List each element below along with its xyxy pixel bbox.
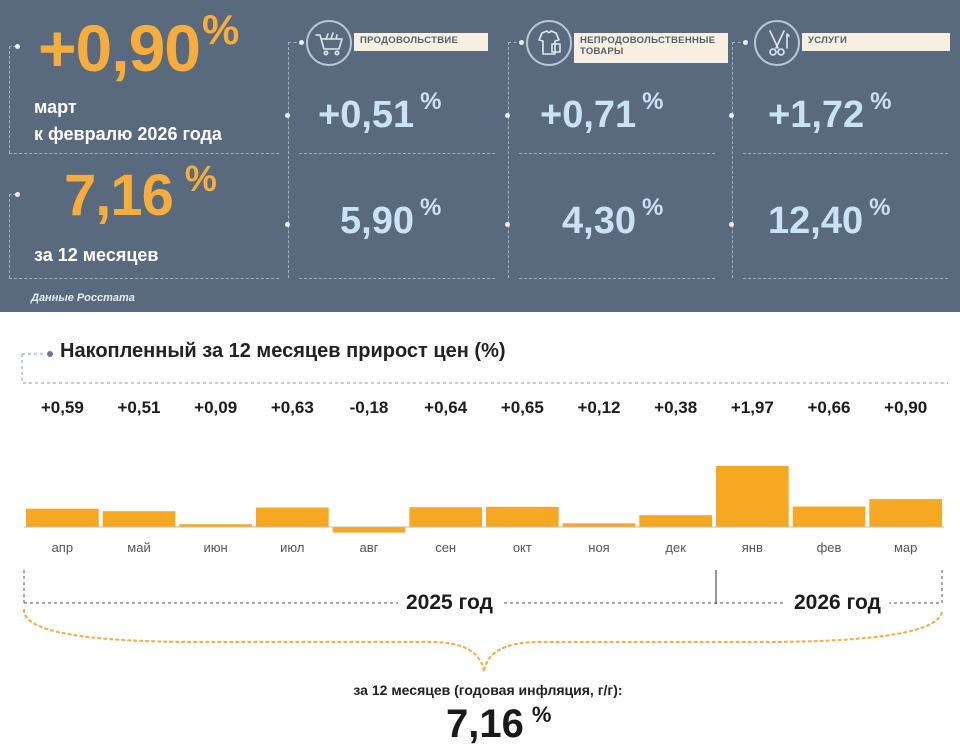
value-label-май: +0,51: [117, 398, 161, 417]
bullet-dot: [505, 222, 510, 227]
divider: [299, 153, 495, 154]
bracket-line: [9, 46, 16, 47]
value-label-июн: +0,09: [194, 398, 238, 417]
value-label-ноя: +0,12: [577, 398, 621, 417]
bar-ноя: [562, 523, 636, 527]
tick-label-ноя: ноя: [588, 540, 610, 555]
tick-label-мар: мар: [893, 540, 918, 555]
bullet-dot: [519, 40, 524, 45]
tick-label-авг: авг: [359, 540, 379, 555]
tick-label-июн: июн: [203, 540, 228, 555]
bullet-dot: [285, 222, 290, 227]
tick-label-фев: фев: [816, 540, 842, 555]
bar-chart: [24, 465, 944, 533]
bar-фев: [792, 506, 866, 527]
nonfood-monthly-value: +0,71%: [540, 88, 664, 136]
bracket-line: [508, 42, 522, 43]
category-label-food: ПРОДОВОЛЬСТВИЕ: [354, 33, 488, 51]
year-label-2026: 2026 год: [786, 591, 889, 615]
divider: [519, 153, 715, 154]
tick-label-янв: янв: [741, 540, 763, 555]
value-label-мар: +0,90: [884, 398, 928, 417]
tick-label-сен: сен: [435, 540, 457, 555]
bar-сен: [409, 507, 482, 527]
column-divider: [288, 42, 289, 278]
value-label-апр: +0,59: [40, 398, 84, 417]
annual-inflation-value: 7,16%: [446, 702, 552, 746]
bullet-dot: [15, 192, 20, 197]
tick-label-дек: дек: [665, 540, 686, 555]
bracket-line: [9, 194, 16, 195]
bar-июн: [179, 524, 252, 527]
scissors-icon: [754, 20, 800, 66]
yearly-inflation-value: 7,16%: [64, 158, 217, 228]
summary-panel: +0,90% март к февралю 2026 года 7,16% за …: [0, 0, 960, 312]
annual-brace: [22, 608, 944, 673]
column-divider: [508, 42, 509, 278]
value-label-янв: +1,97: [730, 398, 774, 417]
tick-label-окт: окт: [512, 540, 532, 555]
value-label-фев: +0,66: [807, 398, 851, 417]
column-divider: [732, 42, 733, 278]
yearly-period-label: за 12 месяцев: [34, 245, 159, 265]
bullet-dot: [729, 113, 734, 118]
bar-дек: [639, 515, 712, 527]
divider: [299, 278, 495, 279]
bar-окт: [486, 506, 559, 527]
services-yearly-value: 12,40%: [768, 194, 891, 242]
chart-title: Накопленный за 12 месяцев прирост цен (%…: [60, 340, 506, 362]
bracket-line: [732, 42, 746, 43]
bullet-dot: [299, 40, 304, 45]
bullet-dot: [285, 113, 290, 118]
services-monthly-value: +1,72%: [768, 88, 892, 136]
bracket-line: [288, 42, 302, 43]
value-label-авг: -0,18: [349, 398, 389, 417]
bar-янв: [716, 465, 789, 527]
divider: [519, 278, 715, 279]
divider: [743, 278, 948, 279]
food-yearly-value: 5,90%: [340, 194, 442, 242]
bullet-dot: [729, 222, 734, 227]
tick-label-май: май: [127, 540, 151, 555]
bar-май: [102, 511, 176, 527]
category-label-nonfood: НЕПРОДОВОЛЬСТВЕННЫЕ ТОВАРЫ: [574, 33, 728, 63]
title-bullet: [47, 351, 53, 357]
bullet-dot: [743, 40, 748, 45]
nonfood-yearly-value: 4,30%: [562, 194, 664, 242]
data-source: Данные Росстата: [31, 292, 135, 304]
bar-июл: [256, 507, 329, 527]
shopping-cart-icon: [306, 20, 352, 66]
bar-мар: [869, 499, 942, 527]
monthly-period-label: март к февралю 2026 года: [34, 97, 222, 144]
bracket-line: [9, 46, 10, 153]
tick-label-апр: апр: [51, 540, 74, 555]
divider: [9, 278, 279, 279]
value-label-дек: +0,38: [654, 398, 698, 417]
tick-label-июл: июл: [280, 540, 305, 555]
category-label-services: УСЛУГИ: [802, 33, 950, 51]
bar-авг: [332, 527, 406, 533]
clothes-icon: [526, 20, 572, 66]
divider: [743, 153, 948, 154]
bullet-dot: [15, 44, 20, 49]
monthly-inflation-value: +0,90%: [38, 6, 240, 85]
bullet-dot: [505, 113, 510, 118]
value-label-окт: +0,65: [500, 398, 544, 417]
bracket-line: [9, 194, 10, 278]
food-monthly-value: +0,51%: [318, 88, 442, 136]
value-label-июл: +0,63: [270, 398, 314, 417]
bar-апр: [26, 508, 99, 527]
year-label-2025: 2025 год: [398, 591, 501, 615]
divider: [9, 153, 279, 154]
annual-caption: за 12 месяцев (годовая инфляция, г/г):: [353, 682, 623, 698]
value-label-сен: +0,64: [424, 398, 468, 417]
